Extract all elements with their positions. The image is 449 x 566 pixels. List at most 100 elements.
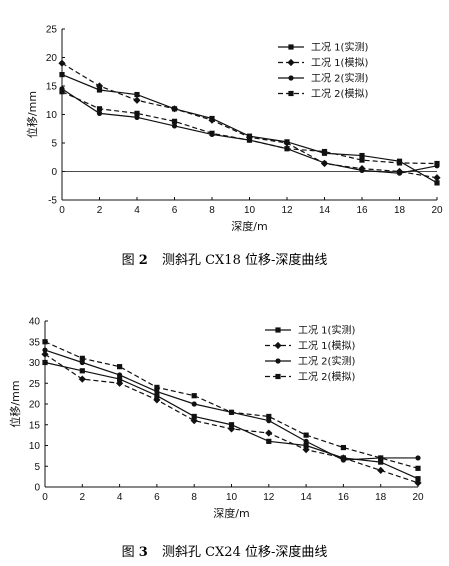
data-point-series-1: [42, 359, 48, 366]
legend-label-1: 工况 1(实测): [298, 324, 355, 337]
data-point-series-4: [134, 110, 140, 116]
legend-label-3: 工况 2(实测): [311, 72, 368, 85]
x-tick-label: 8: [191, 492, 197, 503]
data-point-series-4: [42, 339, 48, 345]
data-point-series-3: [266, 418, 272, 424]
data-point-series-4: [303, 432, 309, 438]
data-point-series-1: [134, 91, 140, 98]
data-point-series-1: [434, 180, 440, 186]
caption-fig-number: 3: [138, 545, 148, 560]
x-tick-label: 20: [412, 492, 424, 503]
x-tick-label: 8: [209, 205, 215, 216]
data-point-series-3: [154, 388, 160, 395]
data-point-series-4: [171, 118, 178, 124]
figure-caption-3: 图 3 测斜孔 CX24 位移-深度曲线: [0, 541, 449, 560]
data-point-series-3: [303, 438, 309, 444]
x-tick-label: 2: [97, 205, 103, 216]
data-point-series-4: [228, 409, 235, 415]
x-axis-title: 深度/m: [213, 506, 249, 520]
data-point-series-3: [117, 372, 123, 378]
data-point-series-4: [378, 455, 384, 461]
caption-fig-label: 图: [121, 545, 135, 560]
data-point-series-1: [266, 438, 272, 444]
x-tick-label: 12: [281, 205, 293, 216]
data-point-series-2: [283, 139, 291, 147]
x-tick-label: 10: [244, 205, 256, 216]
data-point-series-3: [359, 167, 365, 173]
data-point-series-4: [209, 130, 215, 136]
data-point-series-3: [396, 170, 403, 176]
caption-text: 测斜孔 CX18 位移-深度曲线: [161, 253, 328, 268]
x-tick-label: 16: [356, 205, 368, 216]
data-point-series-2: [433, 174, 441, 182]
x-tick-label: 14: [319, 205, 331, 216]
x-tick-label: 4: [117, 492, 123, 503]
caption-fig-label: 图: [121, 253, 135, 268]
chart-cx18: 0 2 4 6 8 10 12 14 16 18 20-50510152025深度/m位移/mm工况…: [25, 25, 443, 234]
x-tick-label: 2: [80, 492, 86, 503]
legend-label-4: 工况 2(模拟): [311, 87, 368, 100]
y-tick-label: 20: [46, 53, 58, 64]
x-tick-label: 6: [172, 205, 178, 216]
x-tick-label: 20: [431, 205, 443, 216]
data-point-series-1: [359, 152, 365, 159]
legend-marker-1: [288, 44, 294, 50]
data-point-series-3: [79, 359, 85, 366]
y-tick-label: 20: [29, 400, 41, 411]
series-line-2: [44, 353, 419, 484]
x-tick-label: 4: [134, 205, 140, 216]
data-point-series-4: [284, 146, 290, 152]
data-point-series-4: [154, 384, 160, 390]
x-tick-label: 6: [154, 492, 160, 503]
data-point-series-2: [208, 116, 216, 124]
y-tick-label: 15: [46, 82, 58, 93]
data-point-series-4: [79, 355, 85, 361]
data-point-series-1: [415, 476, 421, 482]
data-point-series-4: [191, 393, 197, 399]
data-point-series-4: [321, 148, 328, 155]
data-point-series-1: [154, 393, 160, 399]
data-point-series-4: [340, 444, 346, 451]
y-axis-title: 位移/mm: [8, 380, 22, 427]
legend-marker-3: [275, 358, 281, 364]
data-point-series-1: [378, 459, 384, 465]
legend-label-3: 工况 2(实测): [298, 355, 355, 368]
data-point-series-1: [79, 368, 85, 374]
y-tick-label: 5: [34, 462, 40, 473]
data-point-series-3: [321, 160, 328, 166]
y-tick-label: 10: [29, 441, 41, 452]
y-tick-label: 0: [51, 167, 57, 178]
x-tick-label: 0: [59, 205, 65, 216]
y-tick-label: 30: [29, 358, 41, 369]
y-tick-label: 15: [29, 420, 41, 431]
data-point-series-3: [415, 455, 421, 461]
x-tick-label: 10: [226, 492, 238, 503]
data-point-series-4: [59, 89, 65, 95]
legend-marker-1: [275, 327, 281, 333]
legend-label-4: 工况 2(模拟): [298, 370, 355, 383]
data-point-series-2: [133, 96, 141, 104]
x-axis-title: 深度/m: [231, 219, 267, 233]
y-tick-label: -5: [48, 196, 57, 207]
x-tick-label: 16: [338, 492, 350, 503]
series-line-4: [61, 91, 438, 165]
y-tick-label: 35: [29, 337, 41, 348]
series-line-4: [44, 341, 419, 469]
data-point-series-4: [359, 157, 365, 163]
series-line-1: [44, 361, 419, 480]
data-point-series-4: [117, 364, 123, 370]
data-point-series-2: [95, 82, 104, 90]
data-point-series-3: [171, 123, 178, 129]
x-tick-label: 12: [263, 492, 275, 503]
figure-caption-2: 图 2 测斜孔 CX18 位移-深度曲线: [0, 249, 449, 268]
legend-marker-4: [288, 90, 294, 97]
data-point-series-1: [191, 413, 197, 420]
legend-marker-3: [288, 75, 294, 81]
caption-fig-number: 2: [138, 253, 148, 268]
data-point-series-3: [191, 401, 197, 407]
x-tick-label: 14: [301, 492, 313, 503]
y-tick-label: 40: [29, 317, 41, 328]
series-line-1: [61, 74, 438, 184]
x-tick-label: 18: [375, 492, 387, 503]
legend-marker-2: [274, 341, 282, 350]
